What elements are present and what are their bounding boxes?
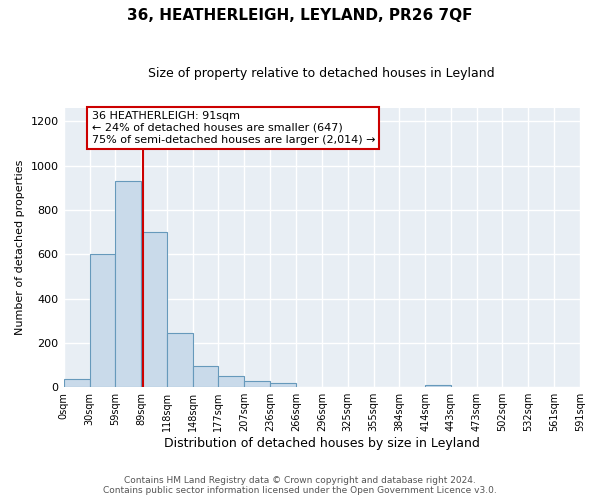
Bar xyxy=(64,379,90,387)
Y-axis label: Number of detached properties: Number of detached properties xyxy=(15,160,25,336)
Bar xyxy=(90,254,115,387)
Bar xyxy=(167,333,193,387)
X-axis label: Distribution of detached houses by size in Leyland: Distribution of detached houses by size … xyxy=(164,437,480,450)
Text: Contains HM Land Registry data © Crown copyright and database right 2024.
Contai: Contains HM Land Registry data © Crown c… xyxy=(103,476,497,495)
Bar xyxy=(270,383,296,387)
Text: 36, HEATHERLEIGH, LEYLAND, PR26 7QF: 36, HEATHERLEIGH, LEYLAND, PR26 7QF xyxy=(127,8,473,22)
Bar xyxy=(115,181,142,387)
Bar xyxy=(142,232,167,387)
Title: Size of property relative to detached houses in Leyland: Size of property relative to detached ho… xyxy=(148,68,495,80)
Bar xyxy=(193,366,218,387)
Text: 36 HEATHERLEIGH: 91sqm
← 24% of detached houses are smaller (647)
75% of semi-de: 36 HEATHERLEIGH: 91sqm ← 24% of detached… xyxy=(92,112,375,144)
Bar xyxy=(244,380,270,387)
Bar xyxy=(218,376,244,387)
Bar xyxy=(425,384,451,387)
